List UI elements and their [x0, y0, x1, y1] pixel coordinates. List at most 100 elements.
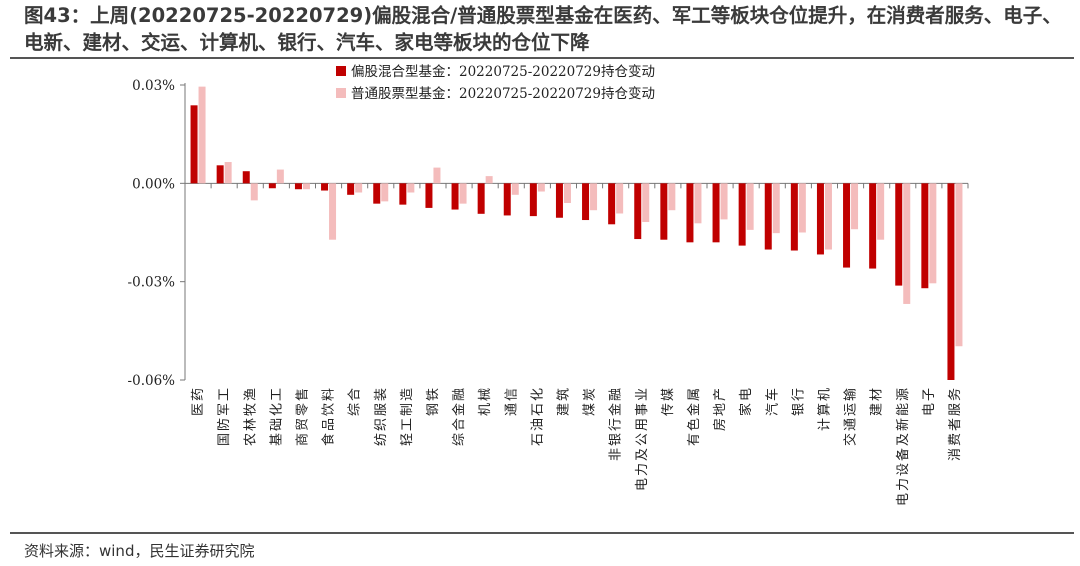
- bar-stock-fund: [798, 183, 806, 233]
- bar-stock-fund: [537, 183, 545, 192]
- x-category-label: 医药: [191, 386, 206, 416]
- x-category-label: 传媒: [661, 386, 676, 416]
- x-category-label: 纺织服装: [374, 386, 389, 446]
- bar-stock-fund: [198, 86, 206, 184]
- x-category-label: 轻工制造: [400, 386, 415, 446]
- x-category-label: 食品饮料: [321, 386, 337, 446]
- bar-stock-fund: [381, 183, 389, 202]
- chart-axes: 0.03% 0.00% -0.03% -0.06%: [128, 78, 969, 389]
- bar-hybrid-fund: [947, 183, 955, 380]
- source-note: 资料来源：wind，民生证券研究院: [24, 542, 255, 560]
- bar-stock-fund: [459, 183, 467, 204]
- bar-hybrid-fund: [529, 183, 537, 217]
- bar-stock-fund: [694, 183, 702, 224]
- x-category-label: 计算机: [818, 386, 833, 431]
- x-category-label: 电子: [922, 386, 937, 416]
- y-tick-label: -0.06%: [128, 373, 176, 389]
- bar-stock-fund: [407, 183, 415, 193]
- chart-legend: 偏股混合型基金：20220725-20220729持仓变动普通股票型基金：202…: [336, 63, 655, 102]
- bar-hybrid-fund: [712, 183, 720, 243]
- y-tick-label: 0.00%: [132, 176, 175, 192]
- bar-stock-fund: [590, 183, 598, 211]
- bar-stock-fund: [250, 183, 258, 201]
- bar-stock-fund: [276, 169, 284, 184]
- x-category-label: 建筑: [556, 386, 572, 416]
- bar-stock-fund: [955, 183, 963, 347]
- bar-hybrid-fund: [608, 183, 616, 225]
- bar-hybrid-fund: [399, 183, 407, 205]
- x-category-label: 电力设备及新能源: [895, 386, 911, 506]
- bar-stock-fund: [877, 183, 885, 240]
- bar-hybrid-fund: [216, 165, 224, 184]
- x-category-label: 有色金属: [686, 386, 702, 446]
- bar-stock-fund: [824, 183, 832, 250]
- bar-stock-fund: [224, 162, 232, 184]
- x-category-label: 建材: [870, 386, 885, 416]
- bar-hybrid-fund: [764, 183, 772, 250]
- bar-stock-fund: [772, 183, 780, 234]
- bar-hybrid-fund: [190, 105, 198, 184]
- x-category-label: 非银行金融: [608, 386, 624, 461]
- x-category-label: 银行: [791, 386, 806, 416]
- legend-label: 普通股票型基金：20220725-20220729持仓变动: [351, 85, 655, 102]
- x-category-label: 交通运输: [843, 386, 859, 446]
- x-category-label: 通信: [504, 386, 519, 416]
- x-category-label: 综合金融: [451, 386, 467, 446]
- bar-stock-fund: [329, 183, 337, 240]
- bar-hybrid-fund: [582, 183, 590, 221]
- bar-stock-fund: [563, 183, 571, 203]
- bar-hybrid-fund: [503, 183, 511, 216]
- x-category-label: 消费者服务: [947, 386, 963, 461]
- bar-stock-fund: [903, 183, 911, 304]
- x-category-label: 汽车: [764, 386, 780, 416]
- x-category-label: 电力及公用事业: [635, 386, 650, 491]
- bar-hybrid-fund: [294, 183, 302, 190]
- bar-stock-fund: [433, 167, 441, 184]
- bar-hybrid-fund: [268, 183, 276, 189]
- bar-hybrid-fund: [738, 183, 746, 246]
- bar-stock-fund: [485, 176, 493, 184]
- legend-swatch: [336, 88, 346, 98]
- bar-hybrid-fund: [347, 183, 355, 195]
- x-category-label: 房地产: [712, 386, 728, 431]
- bar-hybrid-fund: [660, 183, 668, 240]
- bar-hybrid-fund: [321, 183, 329, 191]
- bar-hybrid-fund: [921, 183, 929, 289]
- chart-bars: [190, 86, 963, 380]
- bar-hybrid-fund: [686, 183, 694, 243]
- bar-hybrid-fund: [477, 183, 485, 214]
- category-labels: 医药 国防军工 农林牧渔 基础化工 商贸零售 食品饮料 综合 纺织服装 轻工制造 钢铁 综合金融 机械…: [191, 386, 963, 506]
- bar-hybrid-fund: [425, 183, 433, 208]
- bar-stock-fund: [511, 183, 519, 195]
- x-category-label: 家电: [738, 386, 754, 416]
- x-category-label: 钢铁: [426, 386, 441, 416]
- bar-hybrid-fund: [790, 183, 798, 251]
- x-category-label: 基础化工: [269, 386, 284, 446]
- x-category-label: 农林牧渔: [243, 386, 258, 446]
- x-category-label: 煤炭: [583, 386, 598, 416]
- bar-hybrid-fund: [373, 183, 381, 204]
- bottom-rule: [10, 532, 1074, 534]
- bar-hybrid-fund: [634, 183, 642, 240]
- bar-hybrid-fund: [816, 183, 824, 255]
- y-tick-label: 0.03%: [132, 78, 175, 94]
- legend-swatch: [336, 66, 346, 76]
- bar-hybrid-fund: [895, 183, 903, 286]
- bar-hybrid-fund: [555, 183, 563, 218]
- bar-hybrid-fund: [451, 183, 459, 210]
- bar-hybrid-fund: [242, 171, 250, 184]
- top-rule: [10, 57, 1074, 59]
- x-category-label: 国防军工: [216, 386, 232, 446]
- bar-stock-fund: [720, 183, 728, 220]
- y-tick-label: -0.03%: [128, 275, 176, 291]
- figure-title: 图43：上周(20220725-20220729)偏股混合/普通股票型基金在医药…: [24, 4, 1062, 54]
- bar-stock-fund: [746, 183, 754, 230]
- bar-stock-fund: [668, 183, 676, 211]
- bar-stock-fund: [302, 183, 310, 190]
- x-category-label: 商贸零售: [294, 386, 310, 446]
- bar-hybrid-fund: [843, 183, 851, 268]
- bar-hybrid-fund: [869, 183, 877, 269]
- bar-stock-fund: [616, 183, 624, 214]
- bar-stock-fund: [929, 183, 937, 284]
